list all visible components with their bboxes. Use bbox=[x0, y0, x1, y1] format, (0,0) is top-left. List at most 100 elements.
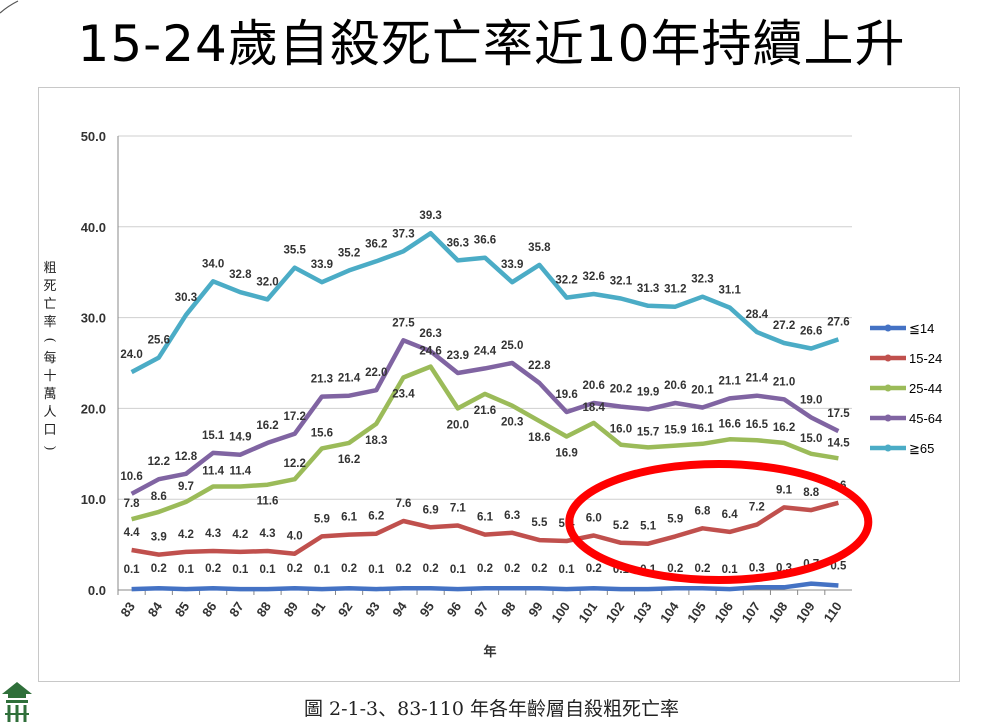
data-label: 25.0 bbox=[501, 340, 523, 352]
x-tick-label: 96 bbox=[444, 599, 465, 619]
data-label: 11.4 bbox=[229, 465, 251, 477]
x-tick-label: 89 bbox=[281, 599, 302, 619]
data-label: 14.5 bbox=[827, 437, 850, 449]
data-label: 7.1 bbox=[450, 503, 467, 515]
data-label: 16.2 bbox=[338, 454, 360, 466]
data-label: 21.1 bbox=[718, 375, 741, 387]
x-tick-label: 97 bbox=[471, 599, 492, 619]
data-label: 0.1 bbox=[722, 564, 739, 576]
data-label: 4.0 bbox=[287, 531, 303, 543]
legend-label: ≦14 bbox=[909, 321, 934, 336]
data-label: 0.1 bbox=[450, 564, 467, 576]
data-label: 24.4 bbox=[474, 345, 497, 357]
data-label: 21.4 bbox=[746, 373, 769, 385]
data-label: 20.6 bbox=[583, 380, 605, 392]
data-label: 7.8 bbox=[124, 498, 141, 510]
slide-title: 15-24歲自殺死亡率近10年持續上升 bbox=[77, 15, 906, 73]
x-tick-label: 95 bbox=[417, 599, 438, 619]
data-label: 9.1 bbox=[776, 484, 793, 496]
data-label: 6.3 bbox=[504, 510, 520, 522]
data-label: 0.2 bbox=[341, 563, 357, 575]
data-label: 28.4 bbox=[746, 309, 769, 321]
data-label: 6.2 bbox=[368, 511, 384, 523]
x-tick-label: 83 bbox=[117, 599, 138, 619]
figure-caption: 圖 2-1-3、83-110 年各年齡層自殺粗死亡率 bbox=[303, 698, 680, 720]
legend-marker bbox=[884, 384, 892, 392]
data-label: 23.4 bbox=[392, 389, 415, 401]
x-tick-label: 106 bbox=[711, 599, 736, 625]
data-label: 0.2 bbox=[205, 563, 221, 575]
x-tick-label: 99 bbox=[525, 599, 546, 619]
y-tick-label: 40.0 bbox=[81, 220, 106, 235]
data-label: 7.2 bbox=[749, 502, 765, 514]
data-label: 6.1 bbox=[477, 512, 494, 524]
series-line bbox=[131, 500, 839, 557]
data-label: 16.2 bbox=[256, 420, 278, 432]
data-label: 25.6 bbox=[148, 335, 170, 347]
x-tick-label: 107 bbox=[739, 599, 764, 625]
data-label: 19.9 bbox=[637, 386, 659, 398]
legend-label: 15-24 bbox=[909, 351, 942, 366]
data-label: 0.2 bbox=[287, 563, 303, 575]
legend-marker bbox=[884, 444, 892, 452]
data-label: 21.0 bbox=[773, 376, 795, 388]
data-label: 32.2 bbox=[555, 275, 577, 287]
data-label: 4.3 bbox=[205, 528, 221, 540]
data-label: 0.1 bbox=[314, 564, 331, 576]
data-label: 27.2 bbox=[773, 320, 795, 332]
x-tick-label: 100 bbox=[548, 599, 573, 625]
y-axis-label-char: 每 bbox=[43, 350, 56, 366]
data-label: 26.6 bbox=[800, 325, 822, 337]
data-label: 0.5 bbox=[830, 560, 847, 572]
data-label: 37.3 bbox=[392, 228, 414, 240]
data-label: 30.3 bbox=[175, 292, 197, 304]
data-label: 0.2 bbox=[586, 563, 602, 575]
data-label: 0.1 bbox=[232, 564, 249, 576]
data-label: 20.6 bbox=[664, 380, 686, 392]
data-label: 27.5 bbox=[392, 317, 415, 329]
data-label: 18.6 bbox=[528, 432, 550, 444]
y-axis-label-char: ( bbox=[42, 337, 57, 342]
x-tick-label: 102 bbox=[603, 599, 628, 625]
data-label: 11.6 bbox=[257, 496, 279, 508]
legend-label: 25-44 bbox=[909, 381, 942, 396]
data-label: 36.3 bbox=[447, 237, 469, 249]
data-label: 8.8 bbox=[803, 487, 820, 499]
data-label: 12.2 bbox=[284, 458, 306, 470]
x-tick-label: 105 bbox=[684, 599, 709, 625]
data-label: 19.6 bbox=[555, 389, 577, 401]
series-line bbox=[131, 581, 839, 592]
data-label: 0.2 bbox=[667, 563, 683, 575]
y-axis-label-char: ) bbox=[42, 445, 57, 450]
x-tick-label: 104 bbox=[657, 598, 682, 625]
data-label: 16.6 bbox=[718, 418, 740, 430]
legend-label: 45-64 bbox=[909, 411, 942, 426]
data-label: 20.0 bbox=[447, 419, 469, 431]
data-labels: 0.1 0.2 0.1 0.2 0.1 0.1 0.2 0.1 0.2 0.1 0.2 0.2 0.1 0… bbox=[120, 210, 850, 576]
data-label: 27.6 bbox=[827, 316, 849, 328]
data-label: 8.6 bbox=[151, 491, 167, 503]
x-tick-label: 85 bbox=[172, 599, 193, 619]
data-label: 5.9 bbox=[667, 513, 683, 525]
x-tick-label: 101 bbox=[575, 599, 600, 625]
data-label: 11.4 bbox=[202, 465, 224, 477]
data-label: 34.0 bbox=[202, 258, 224, 270]
data-label: 21.4 bbox=[338, 373, 361, 385]
legend: ≦14 15-24 25-44 45-64 ≧65 bbox=[870, 321, 942, 456]
corner-decoration bbox=[0, 0, 19, 14]
data-label: 0.2 bbox=[423, 563, 439, 575]
y-axis-label-char: 人 bbox=[43, 405, 56, 420]
data-label: 32.1 bbox=[610, 276, 633, 288]
data-label: 3.9 bbox=[151, 532, 167, 544]
y-tick-label: 50.0 bbox=[81, 129, 106, 144]
data-label: 16.9 bbox=[555, 448, 577, 460]
data-label: 0.2 bbox=[504, 563, 520, 575]
data-label: 10.6 bbox=[120, 471, 142, 483]
data-label: 21.3 bbox=[311, 374, 333, 386]
series-line bbox=[130, 230, 840, 375]
data-label: 5.1 bbox=[640, 521, 657, 533]
data-label: 35.8 bbox=[528, 242, 551, 254]
data-label: 33.9 bbox=[501, 259, 523, 271]
data-label: 32.0 bbox=[256, 276, 278, 288]
